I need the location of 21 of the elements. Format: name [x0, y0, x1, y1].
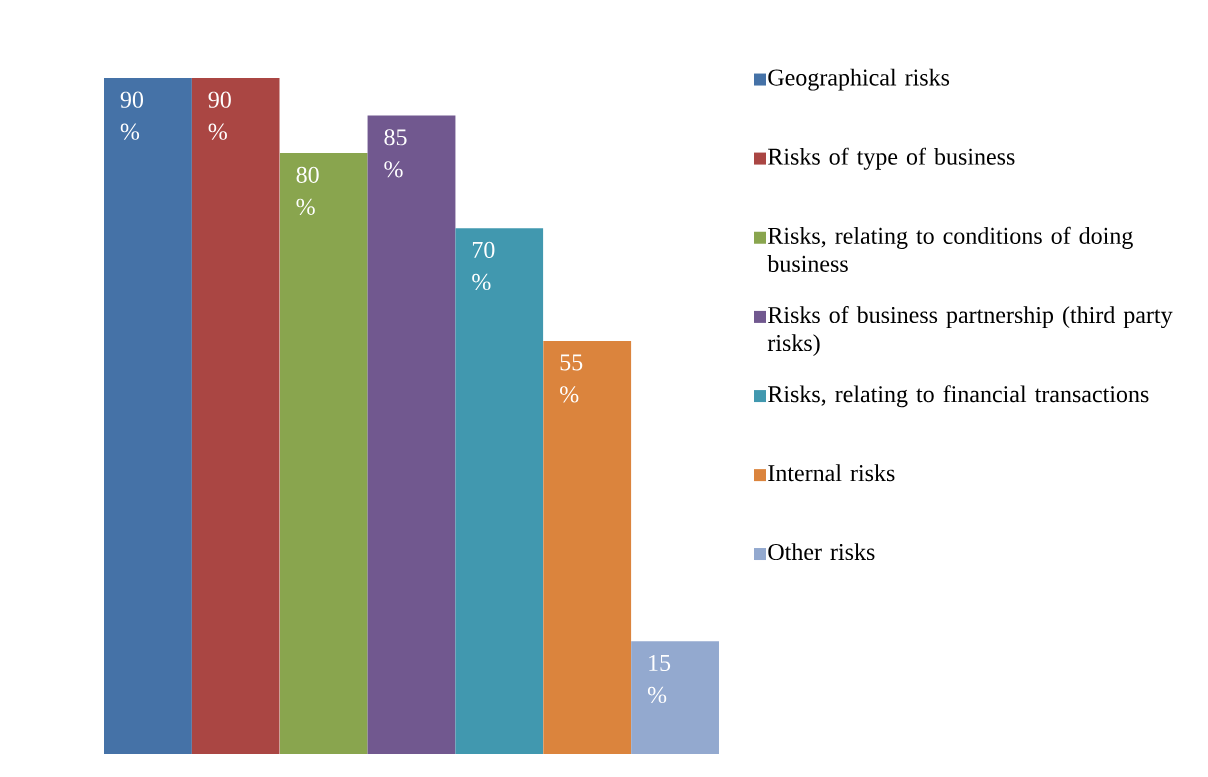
bar: [104, 78, 192, 754]
data-label: 15 %: [647, 654, 671, 704]
legend-label: Internal risks: [768, 464, 895, 482]
legend-label: Risks, relating to financial transactions: [768, 385, 1149, 408]
data-label: 90 %: [208, 91, 231, 140]
legend-label: Geographical risks: [768, 68, 950, 91]
bar: [367, 115, 456, 754]
data-label: 55 %: [560, 354, 583, 403]
bar: [455, 228, 544, 754]
data-label: 70 %: [472, 241, 495, 291]
legend-label: Risks of type of business: [768, 147, 1015, 170]
bar: [279, 153, 368, 754]
legend-label: Risks of business partnership (third party risks): [767, 305, 1173, 356]
bar: [191, 78, 280, 754]
bar: [543, 340, 632, 754]
bar: [631, 641, 719, 754]
data-label: 80 %: [296, 166, 319, 215]
legend-label: Other risks: [768, 543, 875, 561]
data-label: 90 %: [120, 91, 144, 140]
data-label: 85 %: [384, 129, 407, 178]
legend-label: Risks, relating to conditions of doing business: [767, 226, 1133, 272]
